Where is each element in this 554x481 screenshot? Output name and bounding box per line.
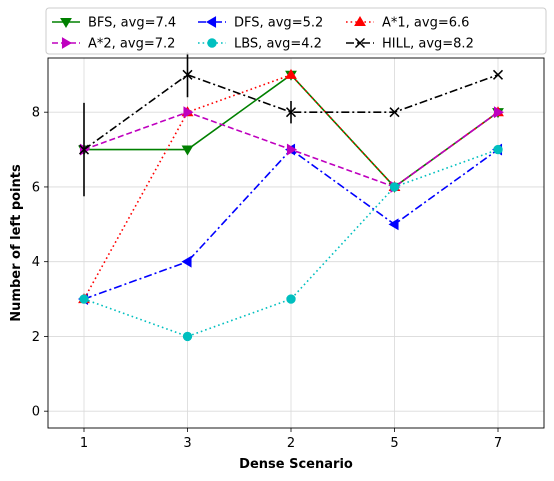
data-point: [493, 106, 504, 119]
legend-item-4: A*2, avg=7.2: [52, 37, 175, 52]
legend-marker: [206, 16, 217, 28]
x-axis-label: Dense Scenario: [239, 457, 353, 472]
legend-label: A*1, avg=6.6: [382, 16, 469, 31]
marker-stroke: [78, 144, 90, 155]
data-point: [182, 331, 193, 342]
series-6: [78, 52, 504, 197]
x-tick-label: 5: [390, 436, 398, 451]
marker-stroke: [182, 69, 193, 80]
y-tick-label: 0: [32, 405, 40, 420]
data-point: [181, 145, 194, 156]
legend-item-2: DFS, avg=5.2: [198, 16, 323, 31]
data-point: [79, 294, 89, 304]
x-tick-label: 1: [80, 436, 88, 451]
marker-stroke: [354, 37, 366, 49]
legend-label: LBS, avg=4.2: [234, 37, 322, 52]
data-point: [389, 107, 400, 118]
legend-marker: [207, 38, 217, 48]
data-point: [493, 144, 503, 155]
legend-marker: [60, 17, 72, 28]
marker-stroke: [389, 107, 400, 118]
plot-frame: [47, 57, 545, 429]
legend-item-6: HILL, avg=8.2: [346, 37, 474, 52]
series-2: [78, 143, 503, 305]
marker-stroke: [492, 69, 504, 80]
legend-marker: [354, 37, 366, 49]
x-tick-label: 7: [494, 436, 502, 451]
data-point: [183, 106, 194, 119]
data-point: [78, 144, 90, 155]
marker-stroke: [285, 107, 297, 118]
legend-label: HILL, avg=8.2: [382, 37, 474, 52]
data-point: [181, 255, 192, 268]
legend: BFS, avg=7.4 DFS, avg=5.2 A*1, avg=6.6 A*2,…: [45, 7, 547, 55]
legend-box: [45, 7, 547, 55]
legend-label: BFS, avg=7.4: [88, 16, 176, 31]
legend-marker: [61, 37, 72, 49]
x-tick-label: 2: [287, 436, 295, 451]
legend-item-1: BFS, avg=7.4: [52, 16, 176, 31]
legend-item-3: A*1, avg=6.6: [346, 16, 469, 31]
data-point: [285, 68, 297, 79]
series-group: [78, 52, 504, 342]
data-point: [388, 218, 399, 231]
y-axis-label: Number of left points: [9, 164, 24, 322]
legend-label: DFS, avg=5.2: [234, 16, 323, 31]
legend-item-5: LBS, avg=4.2: [198, 37, 322, 52]
data-point: [492, 69, 504, 80]
data-point: [389, 182, 400, 192]
legend-marker: [354, 16, 366, 27]
data-point: [285, 107, 297, 118]
y-tick-label: 2: [32, 330, 40, 345]
y-tick-label: 8: [32, 106, 40, 121]
legend-label: A*2, avg=7.2: [88, 37, 175, 52]
series-5: [79, 144, 503, 342]
grid: [48, 58, 544, 428]
x-tick-label: 3: [183, 436, 191, 451]
data-point: [182, 69, 193, 80]
axes: 1 3 2 5 7 0 2 4 6 8: [32, 106, 502, 451]
series-line: [83, 73, 499, 151]
data-point: [286, 143, 297, 156]
y-tick-label: 6: [32, 180, 40, 195]
data-point: [286, 294, 296, 304]
y-tick-label: 4: [32, 255, 40, 270]
